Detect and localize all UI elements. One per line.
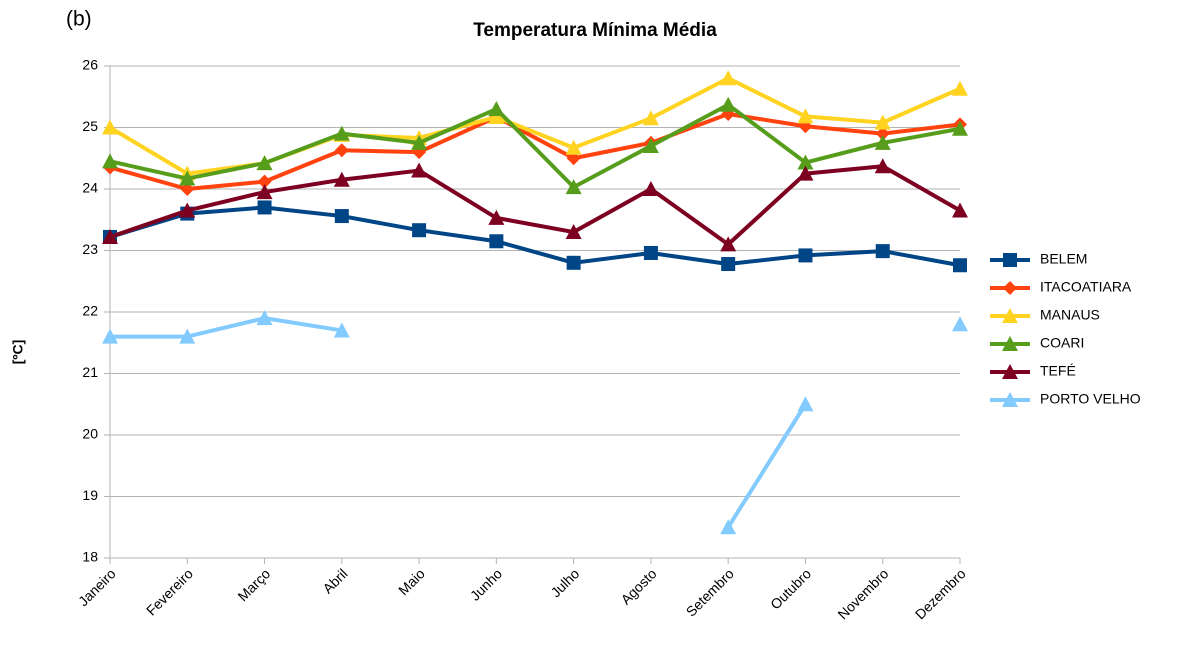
data-point (874, 158, 891, 174)
x-tick-label: Junho (467, 565, 505, 603)
data-point (488, 109, 505, 125)
x-tick-label: Setembro (683, 565, 737, 619)
data-point (720, 70, 737, 86)
data-point (721, 257, 736, 272)
data-point (875, 244, 890, 259)
data-point (333, 171, 350, 187)
data-point (565, 139, 582, 155)
data-point (797, 396, 814, 412)
data-point (411, 134, 428, 150)
legend-label: ITACOATIARA (1040, 279, 1132, 295)
series-line (110, 318, 960, 527)
data-point (334, 143, 349, 158)
x-tick-label: Abril (319, 565, 350, 596)
data-point (102, 119, 118, 135)
data-point (642, 181, 659, 196)
legend-marker (1003, 281, 1017, 295)
series-line (109, 102, 961, 190)
data-point (257, 200, 272, 215)
data-point (489, 234, 504, 249)
legend-marker (1002, 336, 1018, 351)
data-point (333, 125, 350, 141)
legend-label: PORTO VELHO (1040, 391, 1141, 407)
data-point (179, 170, 196, 186)
x-tick-label: Maio (395, 565, 428, 598)
legend-marker (1002, 364, 1018, 379)
y-tick-label: 18 (82, 549, 98, 565)
data-point (643, 245, 658, 260)
y-tick-label: 26 (82, 57, 98, 73)
y-axis-label: [ºC] (10, 340, 26, 365)
series-line (108, 76, 961, 176)
data-point (642, 110, 659, 126)
y-tick-label: 20 (82, 426, 98, 442)
data-point (874, 134, 891, 150)
data-point (797, 165, 814, 181)
series-line (109, 205, 961, 268)
data-point (952, 80, 968, 96)
legend-marker (1002, 308, 1018, 323)
y-tick-label: 25 (82, 118, 98, 134)
data-point (256, 310, 273, 326)
data-point (797, 108, 814, 124)
data-point (411, 162, 428, 178)
x-tick-label: Dezembro (912, 565, 969, 622)
data-point (102, 228, 118, 244)
data-point (953, 258, 967, 273)
data-point (334, 209, 349, 224)
data-point (179, 328, 196, 344)
y-tick-label: 24 (82, 180, 98, 196)
x-tick-label: Março (234, 565, 273, 604)
data-point (565, 179, 582, 195)
legend-label: BELEM (1040, 251, 1087, 267)
legend-marker (1003, 253, 1017, 267)
y-tick-label: 19 (82, 487, 98, 503)
y-tick-label: 23 (82, 241, 98, 257)
data-point (565, 224, 582, 240)
data-point (257, 174, 272, 189)
panel-label: (b) (66, 8, 92, 31)
x-tick-label: Fevereiro (143, 565, 196, 618)
data-point (102, 153, 118, 169)
legend-label: COARI (1040, 335, 1084, 351)
data-point (875, 126, 890, 141)
x-tick-label: Janeiro (75, 565, 119, 609)
data-point (720, 96, 737, 112)
data-point (952, 120, 968, 136)
data-point (333, 322, 350, 338)
data-point (102, 328, 118, 344)
series-line (109, 111, 961, 191)
data-point (874, 114, 891, 130)
legend-label: MANAUS (1040, 307, 1100, 323)
y-tick-label: 21 (82, 364, 98, 380)
data-point (256, 184, 273, 200)
data-point (642, 137, 659, 153)
data-point (952, 316, 968, 332)
y-tick-label: 22 (82, 303, 98, 319)
legend-marker (1002, 392, 1018, 407)
data-point (256, 155, 273, 171)
x-tick-label: Outubro (767, 565, 814, 612)
data-point (488, 101, 505, 117)
data-point (952, 202, 968, 218)
data-point (720, 236, 737, 252)
series-line (109, 164, 961, 247)
legend-label: TEFÉ (1040, 363, 1076, 379)
data-point (566, 255, 581, 270)
data-point (412, 223, 427, 238)
x-tick-label: Agosto (618, 565, 660, 607)
x-tick-label: Julho (547, 565, 582, 600)
data-point (720, 519, 737, 535)
x-tick-label: Novembro (834, 565, 891, 622)
data-point (488, 209, 505, 225)
data-point (797, 154, 814, 170)
data-point (179, 202, 196, 218)
data-point (798, 248, 813, 263)
chart-title: Temperatura Mínima Média (473, 20, 717, 41)
